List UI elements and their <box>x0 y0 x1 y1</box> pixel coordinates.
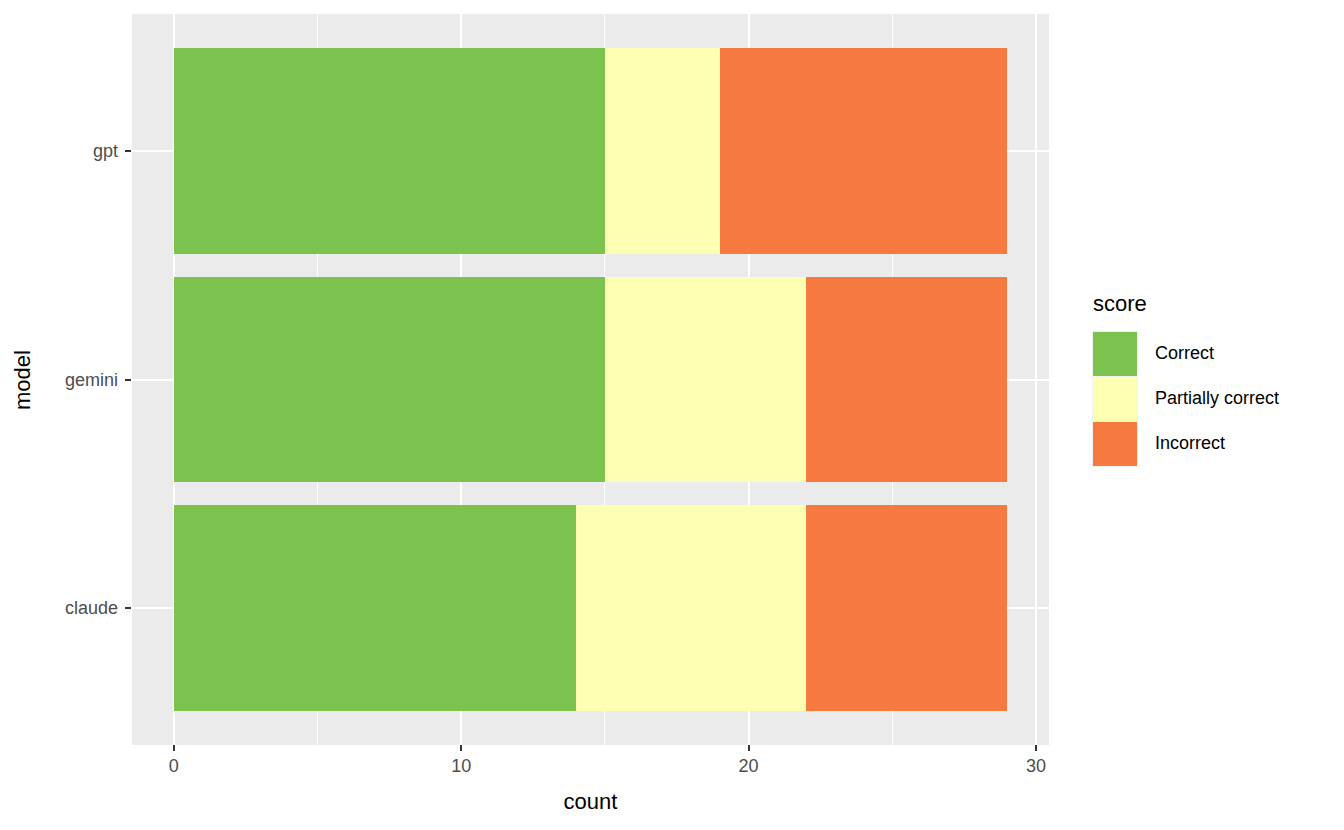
x-tick-label: 30 <box>996 756 1076 776</box>
x-tick-label: 10 <box>421 756 501 776</box>
y-axis-tick <box>125 150 131 152</box>
y-tick-label-gpt: gpt <box>8 141 118 161</box>
x-axis-tick <box>748 745 750 751</box>
y-tick-label-gemini: gemini <box>8 370 118 390</box>
legend-key-swatch <box>1093 332 1137 376</box>
legend-entry: Partially correct <box>1093 376 1279 421</box>
plot-panel <box>132 14 1049 745</box>
bar-segment-gemini <box>174 277 605 483</box>
bar-segment-gpt <box>720 48 1007 254</box>
legend-entry-label: Correct <box>1155 343 1214 364</box>
legend-key-swatch <box>1093 377 1137 421</box>
x-axis-title: count <box>132 789 1049 815</box>
bar-segment-gemini <box>806 277 1007 483</box>
ggplot-stacked-bar-chart: model 0102030gptgeminiclaude count score… <box>0 0 1344 830</box>
bar-segment-gemini <box>605 277 806 483</box>
x-axis-tick <box>460 745 462 751</box>
legend-entry: Incorrect <box>1093 421 1279 466</box>
y-tick-label-claude: claude <box>8 598 118 618</box>
x-axis-tick <box>173 745 175 751</box>
y-axis-tick <box>125 379 131 381</box>
bar-segment-gpt <box>174 48 605 254</box>
bar-segment-claude <box>174 505 576 711</box>
bar-segment-claude <box>806 505 1007 711</box>
bar-segment-claude <box>576 505 806 711</box>
legend-entry-label: Incorrect <box>1155 433 1225 454</box>
x-tick-label: 20 <box>709 756 789 776</box>
legend-entry-label: Partially correct <box>1155 388 1279 409</box>
x-axis-tick <box>1035 745 1037 751</box>
x-tick-label: 0 <box>134 756 214 776</box>
bar-segment-gpt <box>605 48 720 254</box>
legend-entry: Correct <box>1093 331 1279 376</box>
legend-rows: Correct Partially correct Incorrect <box>1093 331 1279 466</box>
legend-key-swatch <box>1093 422 1137 466</box>
y-axis-tick <box>125 607 131 609</box>
legend-title: score <box>1093 291 1279 317</box>
legend: score Correct Partially correct Incorrect <box>1093 291 1279 466</box>
